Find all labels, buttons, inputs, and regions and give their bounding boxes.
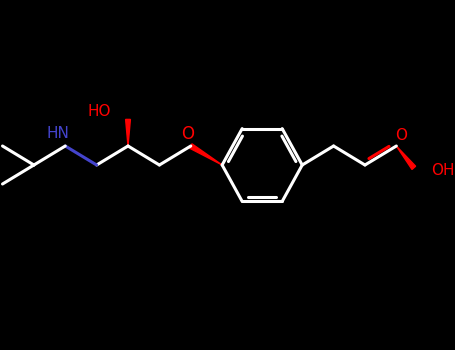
Text: HN: HN	[46, 126, 69, 141]
Text: HO: HO	[87, 104, 111, 119]
Text: O: O	[182, 125, 194, 143]
Polygon shape	[126, 119, 131, 146]
Text: O: O	[395, 128, 407, 143]
Text: OH: OH	[431, 163, 455, 178]
Polygon shape	[190, 144, 222, 165]
Polygon shape	[396, 146, 415, 169]
